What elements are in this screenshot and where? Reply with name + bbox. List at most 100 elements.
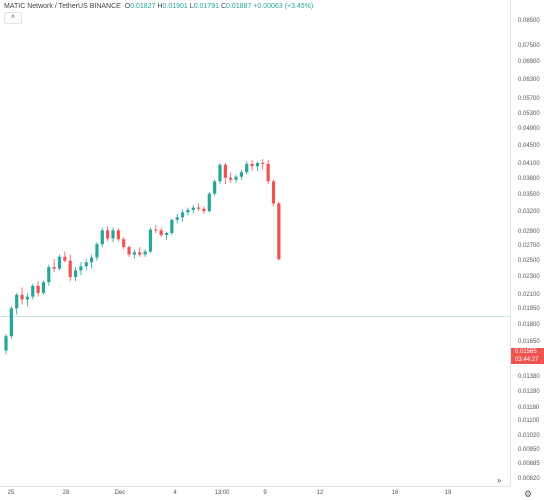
candle <box>73 267 78 282</box>
candle <box>213 179 217 196</box>
candle-body <box>15 294 19 309</box>
price-axis-label: 0.05300 <box>518 110 540 117</box>
exchange-name: BINANCE <box>89 3 121 10</box>
candle <box>63 251 67 263</box>
candle-body <box>36 285 40 293</box>
price-axis-label: 0.00820 <box>518 475 540 482</box>
candle-body <box>197 207 201 209</box>
time-axis-label: 16 <box>391 490 399 496</box>
candle <box>41 280 46 295</box>
candle-body <box>175 217 179 220</box>
candle-body <box>106 230 110 239</box>
high-key: H <box>157 3 163 10</box>
candle <box>186 207 190 216</box>
candle-body <box>31 285 35 297</box>
low-key: L <box>189 3 194 10</box>
candle <box>4 333 8 355</box>
price-axis-label: 0.02500 <box>518 257 540 264</box>
time-axis-label: 28 <box>62 490 70 496</box>
candle-body <box>218 164 222 182</box>
candle-body <box>111 230 115 239</box>
candle <box>266 160 270 184</box>
candle-body <box>138 252 142 255</box>
price-axis-label: 0.00950 <box>518 447 540 454</box>
time-axis[interactable] <box>0 486 510 500</box>
price-axis-label: 0.07500 <box>518 42 540 49</box>
candle-body <box>223 164 227 178</box>
candle <box>52 259 56 272</box>
candle-body <box>52 267 56 269</box>
candle <box>218 162 222 184</box>
candle <box>95 242 99 261</box>
open-value: 0.01827 <box>130 3 156 10</box>
candle-body <box>261 162 265 164</box>
price-axis-label: 0.03200 <box>518 209 540 216</box>
candle-body <box>154 229 158 231</box>
price-axis[interactable] <box>510 0 544 486</box>
candle-body <box>68 260 72 278</box>
price-axis-label: 0.04500 <box>518 142 540 149</box>
gear-icon[interactable]: ⚙ <box>523 489 533 499</box>
time-axis-label: 25 <box>7 490 15 496</box>
candle <box>223 162 227 184</box>
price-axis-label: 0.00885 <box>518 460 540 467</box>
candle-body <box>132 252 136 255</box>
candle <box>100 227 104 248</box>
candle-body <box>41 282 46 293</box>
candle-body <box>186 209 190 213</box>
price-axis-label: 0.05700 <box>518 96 540 103</box>
time-axis-label: 9 <box>263 490 267 496</box>
candle-body <box>159 230 163 236</box>
candle <box>245 161 249 175</box>
price-axis-label: 0.02900 <box>518 228 540 235</box>
collapse-legend-button[interactable]: ˄ <box>4 12 22 24</box>
candle <box>20 287 24 305</box>
candle-body <box>84 262 88 267</box>
close-key: C <box>220 3 227 10</box>
candle <box>111 227 115 243</box>
price-axis-label: 0.01100 <box>518 418 540 425</box>
candle-body <box>250 163 254 167</box>
time-axis-label: 4 <box>173 490 177 496</box>
candle-body <box>73 270 78 278</box>
candle-body <box>191 207 195 210</box>
candle <box>138 247 142 257</box>
candle-body <box>90 257 94 263</box>
candle <box>36 281 40 297</box>
candle-body <box>266 163 270 182</box>
candle-body <box>4 336 8 351</box>
candle <box>57 254 62 271</box>
candle-body <box>25 296 29 300</box>
candle-body <box>20 294 24 300</box>
candle <box>15 292 19 315</box>
candle <box>180 209 185 222</box>
price-axis-label: 0.01020 <box>518 433 540 440</box>
candle-body <box>100 230 104 245</box>
candle <box>79 262 83 276</box>
candle <box>250 160 254 171</box>
candle-body <box>164 232 169 236</box>
candle-body <box>63 256 67 261</box>
double-chevron-right-icon[interactable]: » <box>497 476 502 485</box>
price-axis-label: 0.03500 <box>518 191 540 198</box>
candle <box>132 250 136 259</box>
candle <box>255 161 260 172</box>
candle <box>197 203 201 212</box>
candle <box>148 227 153 254</box>
price-axis-label: 0.01280 <box>518 388 540 395</box>
candle <box>170 218 174 236</box>
candle <box>239 169 243 180</box>
symbol-title[interactable]: MATIC Network / TetherUS <box>4 3 88 10</box>
countdown-tag: 03:44:27 <box>511 356 544 365</box>
price-axis-label: 0.01950 <box>518 306 540 313</box>
candle-body <box>122 239 126 248</box>
candle-body <box>180 212 185 218</box>
candle <box>68 254 72 282</box>
time-axis-label: 12 <box>316 490 324 496</box>
candle <box>47 264 51 286</box>
last-price-tag: 0.01565 <box>511 348 544 357</box>
price-axis-label: 0.02100 <box>518 291 540 298</box>
price-axis-label: 0.03800 <box>518 175 540 182</box>
candlestick-chart[interactable] <box>0 0 510 486</box>
